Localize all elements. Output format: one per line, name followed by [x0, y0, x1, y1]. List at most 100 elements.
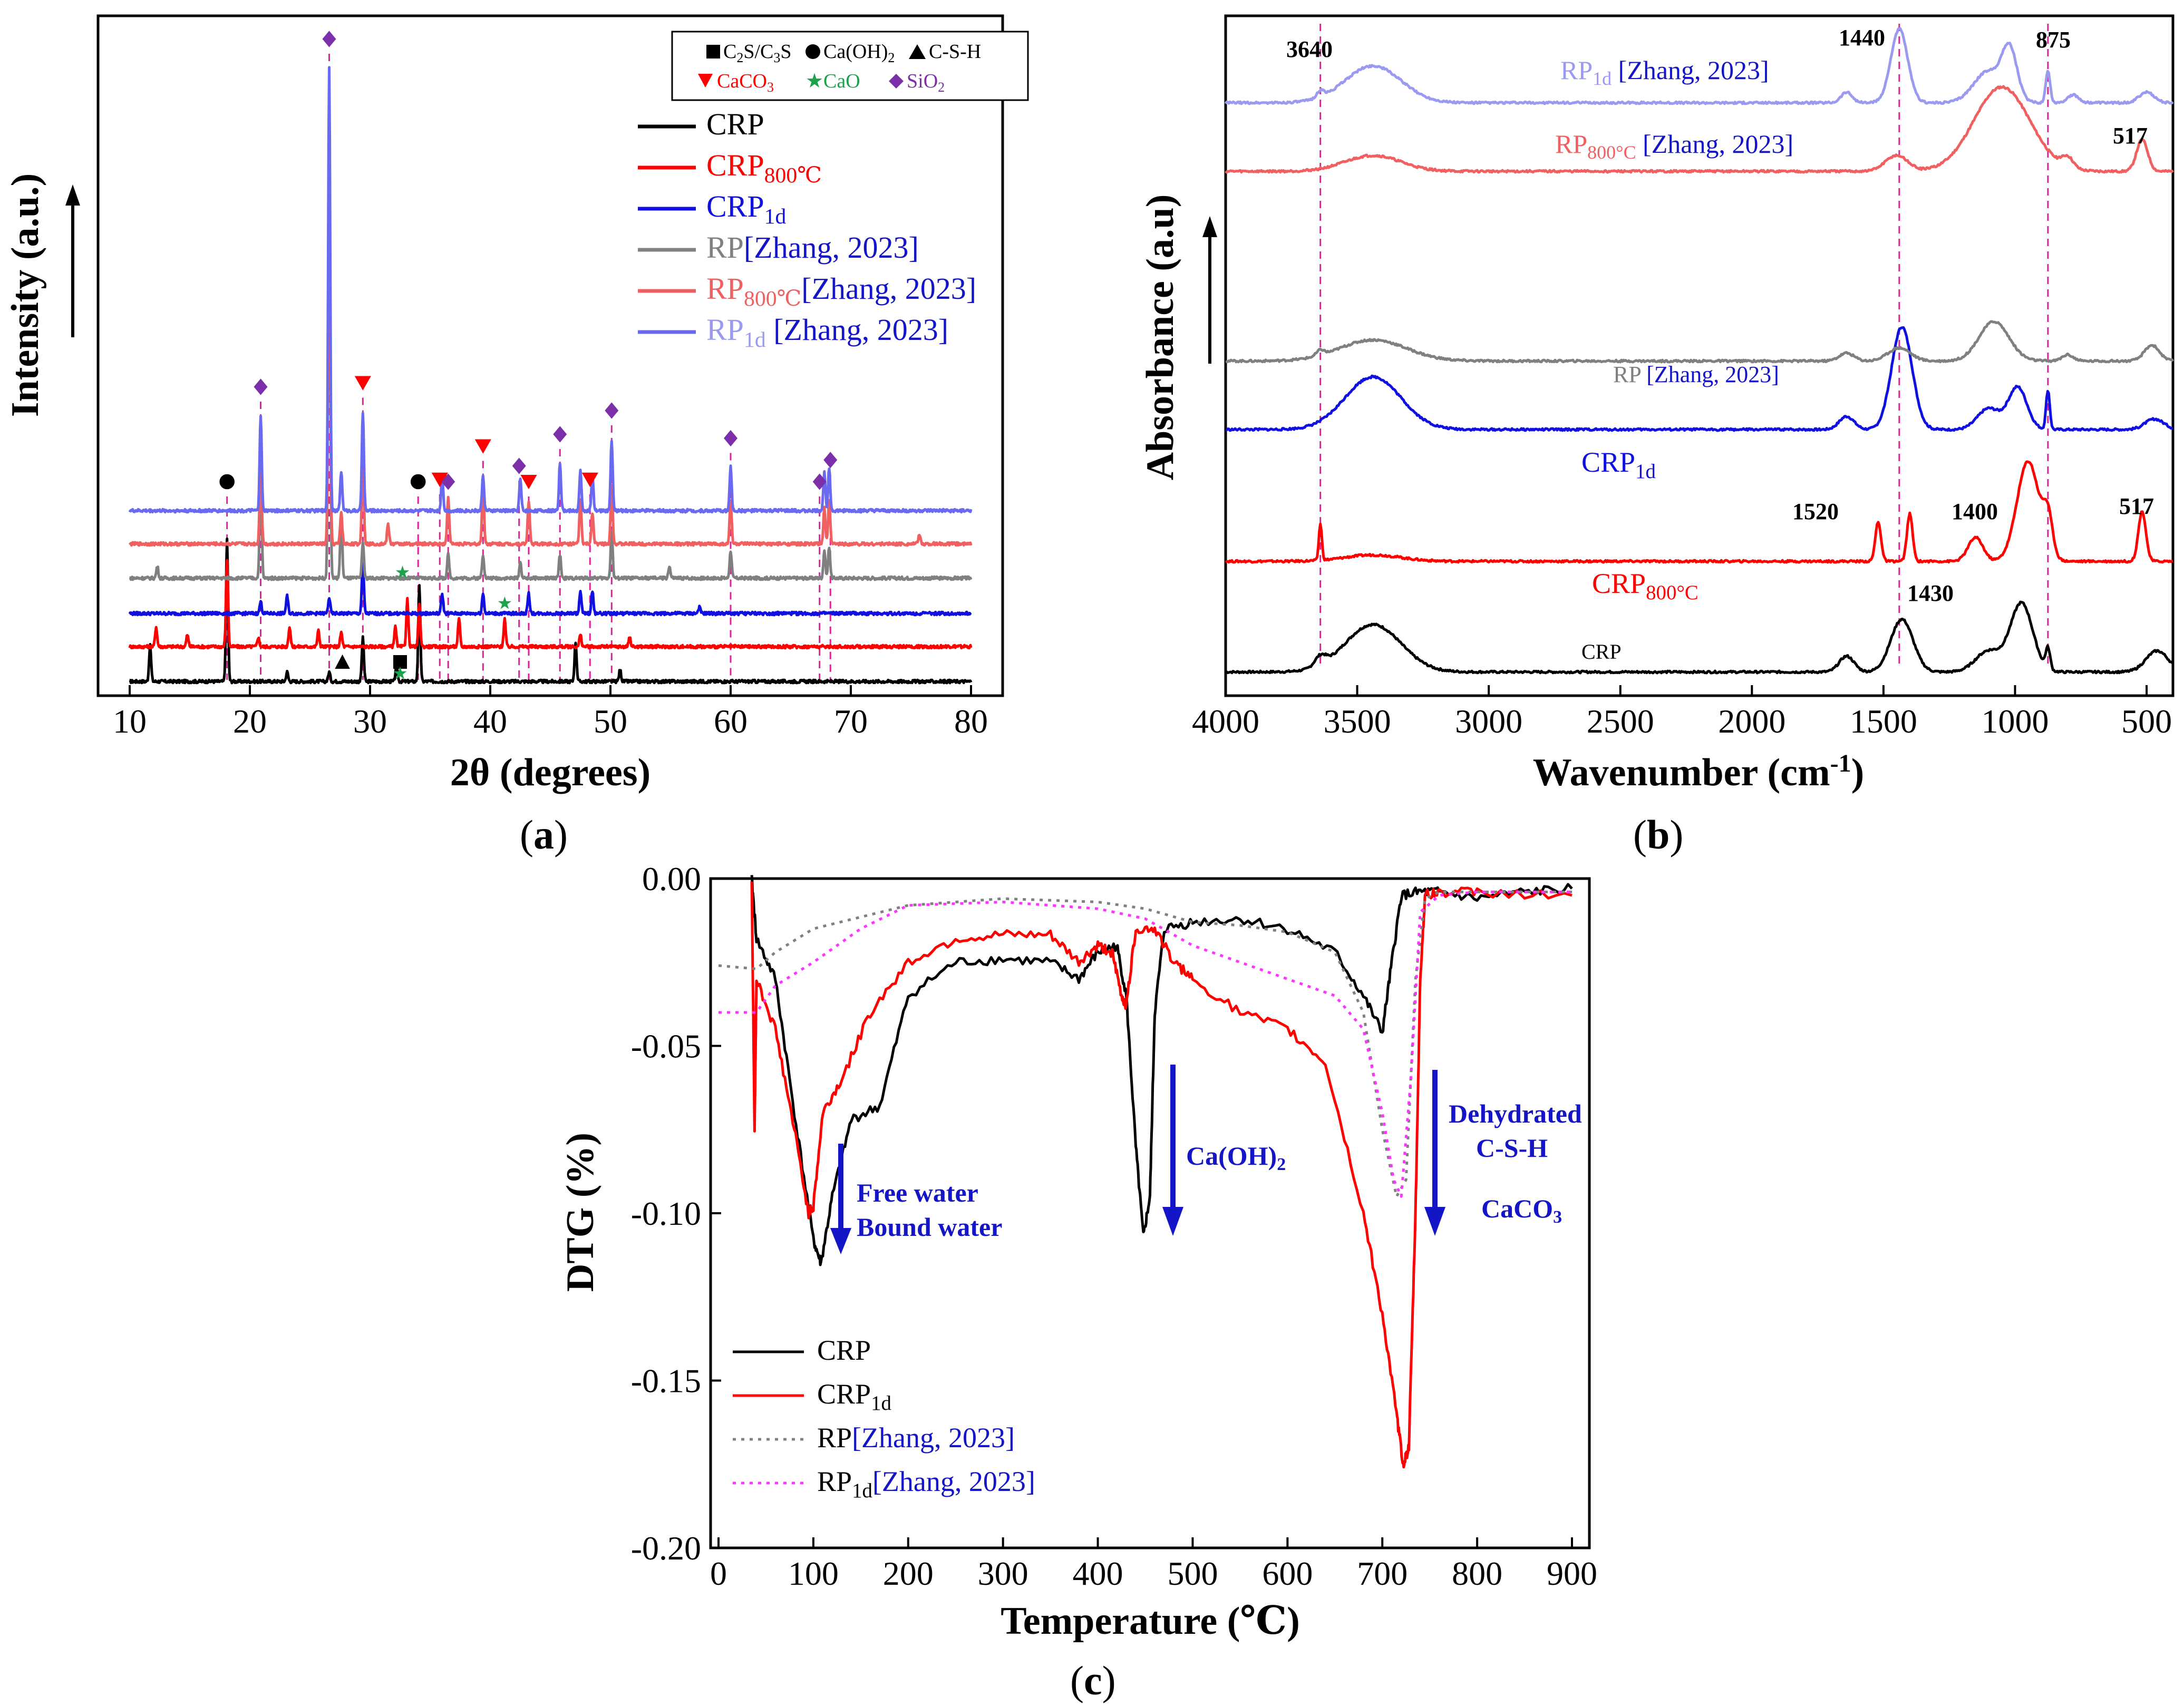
phase-marker-diamond — [441, 473, 455, 490]
band-517-label: 517 — [2119, 493, 2154, 519]
legend-c-entry: CRP1d — [817, 1378, 891, 1415]
cao-star-icon: ★ — [805, 70, 823, 92]
ftir-curve-label: CRP800°C — [1592, 568, 1698, 604]
band-517-top-label: 517 — [2113, 123, 2148, 149]
phase-legend-c2s: C2S/C3S — [723, 41, 792, 65]
panel-a-frame — [96, 14, 1004, 697]
x-tick-label: 70 — [834, 703, 868, 740]
caoh2-circle-icon — [805, 44, 820, 59]
legend-c-entry: CRP — [817, 1334, 871, 1366]
band-1520-label: 1520 — [1792, 499, 1839, 524]
dtg-curve-3 — [719, 890, 1572, 1198]
bound-water-label: Bound water — [857, 1212, 1002, 1242]
panel-b-x-title: Wavenumber (cm-1) — [1533, 749, 1865, 794]
x-tick-label: 600 — [1262, 1555, 1313, 1592]
x-tick-label: 800 — [1452, 1555, 1502, 1592]
caco3-triangle-icon — [698, 74, 713, 87]
phase-marker-circle — [410, 474, 426, 490]
legend-c-entry: RP1d[Zhang, 2023] — [817, 1466, 1035, 1502]
x-tick-label: 20 — [233, 703, 267, 740]
water-arrow-head-icon — [830, 1228, 851, 1254]
inline-marker-star: ★ — [497, 594, 513, 613]
x-tick-label: 900 — [1547, 1555, 1597, 1592]
phase-marker-triangle-down — [520, 475, 537, 490]
sio2-diamond-icon — [889, 74, 904, 89]
phase-legend-csh: C-S-H — [929, 41, 981, 63]
phase-marker-diamond — [605, 402, 619, 419]
y-tick-label: -0.05 — [631, 1028, 701, 1065]
panel-a-arrow-head-icon — [65, 184, 80, 206]
phase-marker-diamond — [812, 473, 827, 490]
phase-legend-cao: CaO — [823, 70, 860, 92]
y-tick-label: -0.20 — [631, 1529, 701, 1567]
csh-triangle-icon — [909, 44, 926, 59]
panel-a-curves — [128, 66, 973, 685]
panel-c-annotations: Free water Bound water Ca(OH)2 Dehydrate… — [830, 1065, 1582, 1254]
panel-b-guide-lines — [1319, 24, 2049, 664]
x-tick-label: 3500 — [1324, 703, 1391, 740]
band-875-label: 875 — [2036, 27, 2071, 53]
x-tick-label: 100 — [788, 1555, 839, 1592]
panel-a-y-title: Intensity (a.u.) — [4, 173, 47, 417]
legend-a-entry: CRP800℃ — [706, 148, 822, 188]
x-tick-label: 50 — [594, 703, 627, 740]
phase-marker-triangle-down — [354, 376, 371, 391]
c2s-square-icon — [706, 45, 720, 59]
x-tick-label: 500 — [2121, 703, 2172, 740]
inline-marker-square — [393, 655, 407, 669]
legend-a-entry: CRP — [706, 107, 764, 141]
panel-c-legend: CRP CRP1d RP[Zhang, 2023] RP1d[Zhang, 2023] — [733, 1334, 1035, 1502]
ftir-curve-label: RP800°C [Zhang, 2023] — [1555, 129, 1793, 163]
band-1430-label: 1430 — [1907, 580, 1954, 606]
legend-a-entry: RP800℃[Zhang, 2023] — [706, 271, 976, 311]
phase-marker-circle — [219, 474, 235, 490]
caco3-label: CaCO3 — [1481, 1194, 1562, 1227]
csh-arrow-head-icon — [1424, 1207, 1445, 1236]
ftir-curve-4 — [1225, 85, 2174, 174]
caoh2-arrow-head-icon — [1162, 1207, 1183, 1236]
ftir-curve-label: CRP — [1581, 640, 1622, 664]
phase-marker-diamond — [724, 430, 737, 447]
x-tick-label: 500 — [1167, 1555, 1218, 1592]
ftir-curve-0 — [1225, 600, 2174, 675]
xrd-curve-0 — [129, 537, 973, 685]
ftir-curve-2 — [1225, 326, 2173, 432]
y-tick-label: -0.15 — [631, 1362, 701, 1400]
panel-b-curves — [1224, 27, 2175, 675]
band-1400-label: 1400 — [1952, 499, 1998, 524]
panel-a-x-title: 2θ (degrees) — [450, 751, 651, 794]
panel-c-label: (c) — [1070, 1658, 1116, 1703]
panel-b-band-annotations: 3640 1440 875 517 1520 1400 517 1430 — [1286, 25, 2154, 606]
xrd-curve-4 — [128, 130, 973, 547]
x-tick-label: 10 — [113, 703, 147, 740]
panel-b-arrow-head-icon — [1202, 216, 1217, 237]
panel-b-frame — [1224, 14, 2175, 697]
x-tick-label: 3000 — [1455, 703, 1522, 740]
phase-marker-diamond — [512, 457, 526, 474]
panel-b-ftir: 4000 3500 3000 2500 2000 1500 1000 500 CRP CRP80… — [1139, 14, 2175, 857]
ftir-curve-1 — [1225, 460, 2173, 564]
x-tick-label: 4000 — [1192, 703, 1259, 740]
x-tick-label: 400 — [1073, 1555, 1123, 1592]
phase-legend-caoh2: Ca(OH)2 — [823, 41, 895, 65]
phase-marker-diamond — [254, 378, 268, 395]
phase-marker-triangle-down — [431, 472, 448, 488]
y-tick-label: 0.00 — [642, 860, 701, 898]
panel-a-xrd: 10 20 30 40 50 60 70 80 ★ ★ ★ C2S/C3S Ca(OH)2 C-S… — [4, 14, 1029, 857]
ftir-curve-label: RP [Zhang, 2023] — [1613, 362, 1779, 387]
x-tick-label: 2500 — [1587, 703, 1654, 740]
panel-a-label: (a) — [520, 812, 568, 857]
ftir-curve-5 — [1224, 27, 2174, 105]
csh-label: C-S-H — [1476, 1133, 1548, 1163]
y-tick-label: -0.10 — [631, 1195, 701, 1232]
x-tick-label: 300 — [978, 1555, 1028, 1592]
phase-marker-triangle-down — [581, 472, 598, 488]
legend-a-entry: RP[Zhang, 2023] — [706, 230, 919, 265]
xrd-curve-3 — [129, 135, 973, 581]
ftir-curve-label: CRP1d — [1581, 446, 1656, 483]
legend-a-entry: RP1d [Zhang, 2023] — [706, 313, 948, 352]
x-tick-label: 60 — [714, 703, 748, 740]
xrd-curve-2 — [128, 560, 972, 617]
band-3640-label: 3640 — [1286, 36, 1333, 62]
